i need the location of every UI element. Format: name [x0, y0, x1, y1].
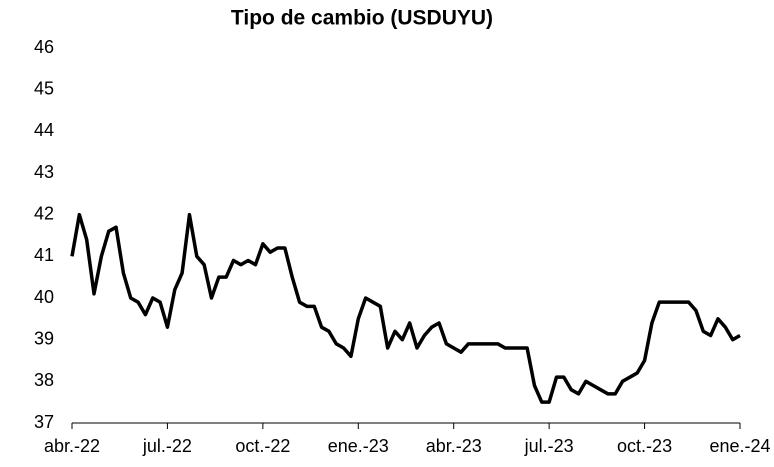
x-tick-label: abr.-22: [44, 436, 100, 456]
x-tick-label: ene.-24: [709, 436, 770, 456]
x-tick-label: abr.-23: [426, 436, 482, 456]
x-tick-label: jul.-22: [142, 436, 192, 456]
y-tick-label: 43: [34, 162, 54, 182]
x-tick-label: ene.-23: [328, 436, 389, 456]
y-tick-label: 42: [34, 203, 54, 223]
y-tick-label: 45: [34, 78, 54, 98]
chart-title: Tipo de cambio (USDUYU): [231, 7, 493, 30]
y-tick-label: 38: [34, 370, 54, 390]
y-tick-label: 41: [34, 245, 54, 265]
y-tick-label: 44: [34, 120, 54, 140]
y-tick-label: 37: [34, 412, 54, 432]
x-tick-label: jul.-23: [524, 436, 574, 456]
x-tick-label: oct.-22: [235, 436, 290, 456]
y-tick-label: 40: [34, 287, 54, 307]
y-tick-label: 39: [34, 328, 54, 348]
data-line: [70, 212, 741, 404]
x-tick-label: oct.-23: [617, 436, 672, 456]
y-tick-label: 46: [34, 37, 54, 57]
